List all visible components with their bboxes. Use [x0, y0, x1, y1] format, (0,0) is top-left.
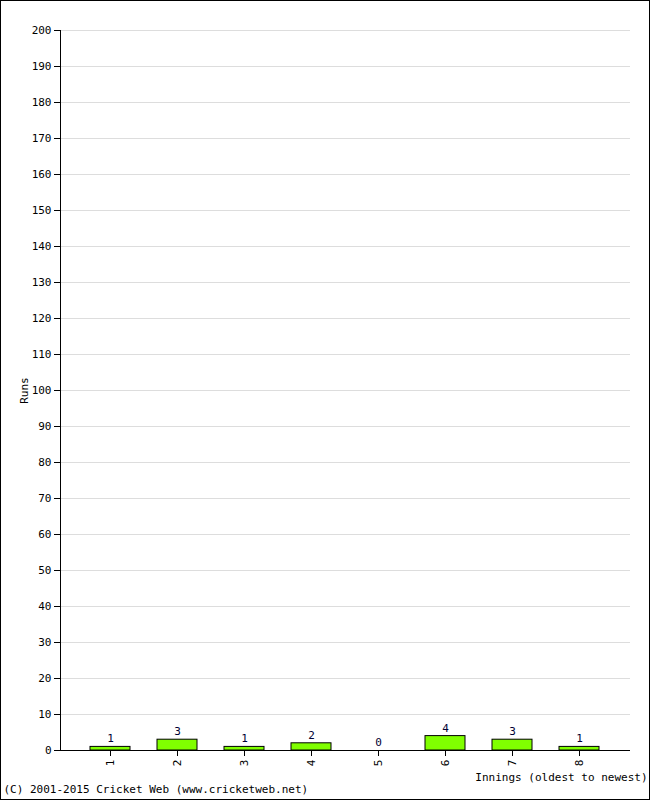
svg-text:110: 110 — [32, 348, 52, 361]
svg-text:8: 8 — [573, 760, 586, 767]
svg-text:1: 1 — [576, 732, 583, 745]
svg-text:50: 50 — [38, 564, 51, 577]
svg-text:40: 40 — [38, 600, 51, 613]
svg-text:10: 10 — [38, 708, 51, 721]
svg-text:1: 1 — [241, 732, 248, 745]
svg-text:20: 20 — [38, 672, 51, 685]
svg-text:1: 1 — [107, 732, 114, 745]
svg-text:80: 80 — [38, 456, 51, 469]
svg-text:90: 90 — [38, 420, 51, 433]
svg-text:2: 2 — [308, 729, 315, 742]
svg-text:60: 60 — [38, 528, 51, 541]
svg-text:130: 130 — [32, 276, 52, 289]
svg-text:4: 4 — [442, 722, 449, 735]
svg-text:0: 0 — [375, 736, 382, 749]
svg-text:Innings (oldest to newest): Innings (oldest to newest) — [475, 771, 647, 784]
svg-text:1: 1 — [104, 760, 117, 767]
svg-text:170: 170 — [32, 132, 52, 145]
svg-text:2: 2 — [171, 760, 184, 767]
svg-text:100: 100 — [32, 384, 52, 397]
svg-text:0: 0 — [45, 744, 52, 757]
svg-text:190: 190 — [32, 60, 52, 73]
svg-text:4: 4 — [305, 759, 318, 766]
svg-text:(C) 2001-2015 Cricket Web (www: (C) 2001-2015 Cricket Web (www.cricketwe… — [4, 783, 309, 796]
svg-text:6: 6 — [439, 760, 452, 767]
svg-text:5: 5 — [372, 760, 385, 767]
svg-text:160: 160 — [32, 168, 52, 181]
svg-text:120: 120 — [32, 312, 52, 325]
svg-text:150: 150 — [32, 204, 52, 217]
svg-text:180: 180 — [32, 96, 52, 109]
svg-text:3: 3 — [238, 760, 251, 767]
svg-text:200: 200 — [32, 24, 52, 37]
svg-text:140: 140 — [32, 240, 52, 253]
svg-text:3: 3 — [174, 725, 181, 738]
svg-text:70: 70 — [38, 492, 51, 505]
svg-text:7: 7 — [506, 760, 519, 767]
svg-text:3: 3 — [509, 725, 516, 738]
svg-text:Runs: Runs — [18, 377, 31, 404]
svg-text:30: 30 — [38, 636, 51, 649]
